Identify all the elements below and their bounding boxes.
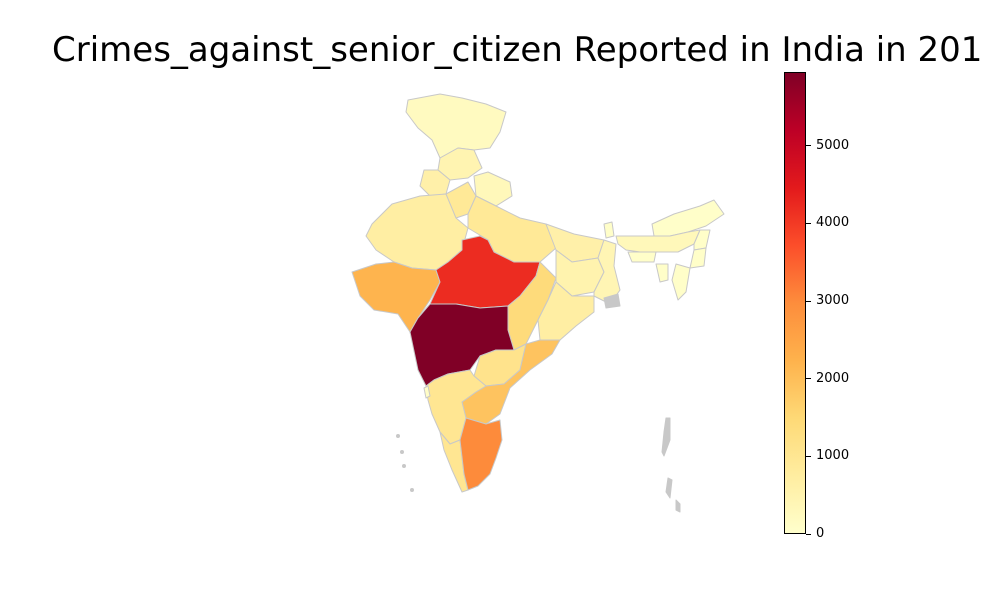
colorbar-tick bbox=[806, 533, 811, 535]
island-territories bbox=[396, 417, 681, 513]
region-arunachal-pradesh bbox=[651, 199, 725, 237]
region-sikkim bbox=[603, 221, 615, 239]
region-gujarat bbox=[351, 261, 441, 333]
colorbar bbox=[784, 72, 806, 534]
region-goa bbox=[423, 385, 431, 399]
map-title: Crimes_against_senior_citizen Reported i… bbox=[52, 30, 983, 70]
region-bihar bbox=[545, 223, 605, 263]
region-mizoram bbox=[671, 263, 691, 301]
colorbar-tick-label: 5000 bbox=[816, 137, 850, 153]
region-tamil-nadu bbox=[459, 417, 503, 491]
colorbar-tick bbox=[806, 222, 811, 224]
region-odisha bbox=[537, 281, 595, 341]
region-manipur bbox=[689, 247, 707, 269]
region-meghalaya bbox=[627, 251, 657, 263]
region-karnataka bbox=[425, 369, 487, 445]
colorbar-tick bbox=[806, 145, 811, 147]
colorbar-tick bbox=[806, 378, 811, 380]
colorbar-tick-label: 1000 bbox=[816, 448, 850, 464]
coastal-delta bbox=[603, 293, 621, 309]
colorbar-tick-label: 2000 bbox=[816, 370, 850, 386]
region-jammu-kashmir bbox=[405, 93, 507, 159]
colorbar-tick-label: 4000 bbox=[816, 215, 850, 231]
colorbar-tick-label: 0 bbox=[816, 526, 825, 541]
colorbar-tick-label: 3000 bbox=[816, 293, 850, 309]
colorbar-tick bbox=[806, 300, 811, 302]
region-tripura bbox=[655, 263, 669, 283]
colorbar-tick bbox=[806, 455, 811, 457]
